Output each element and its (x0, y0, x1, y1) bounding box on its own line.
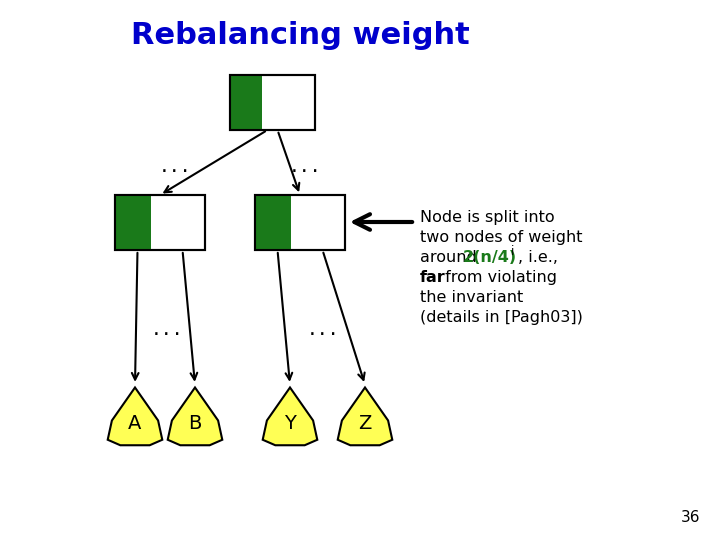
Bar (230, 75, 315, 130)
Text: ...: ... (158, 158, 192, 176)
Text: ...: ... (307, 321, 339, 339)
Text: i: i (511, 245, 514, 258)
Polygon shape (108, 388, 162, 445)
Bar (115, 195, 205, 250)
Text: A: A (128, 414, 142, 433)
Text: two nodes of weight: two nodes of weight (420, 230, 582, 245)
Text: 36: 36 (680, 510, 700, 525)
Bar (230, 75, 262, 130)
Text: B: B (189, 414, 202, 433)
Polygon shape (263, 388, 318, 445)
Text: ...: ... (150, 321, 184, 339)
Text: Node is split into: Node is split into (420, 210, 554, 225)
Bar (230, 75, 315, 130)
Text: the invariant: the invariant (420, 290, 523, 305)
Text: Z: Z (359, 414, 372, 433)
Bar (255, 195, 345, 250)
Bar (115, 195, 151, 250)
Text: 2(n/4): 2(n/4) (463, 250, 517, 265)
Text: from violating: from violating (440, 270, 557, 285)
Text: Rebalancing weight: Rebalancing weight (130, 21, 469, 50)
Text: ...: ... (289, 158, 321, 176)
Bar (255, 195, 345, 250)
Text: around: around (420, 250, 482, 265)
Text: (details in [Pagh03]): (details in [Pagh03]) (420, 310, 583, 325)
Bar (115, 195, 205, 250)
Text: Y: Y (284, 414, 296, 433)
Polygon shape (168, 388, 222, 445)
Polygon shape (338, 388, 392, 445)
Text: , i.e.,: , i.e., (518, 250, 558, 265)
Bar (255, 195, 291, 250)
Text: far: far (420, 270, 446, 285)
